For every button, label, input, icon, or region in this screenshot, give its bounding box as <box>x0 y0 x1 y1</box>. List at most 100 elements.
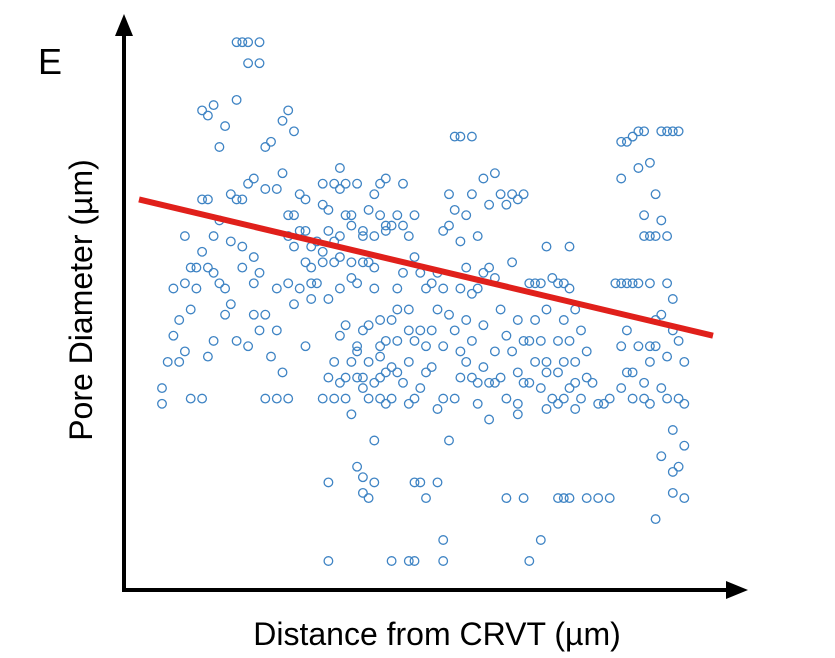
data-point <box>581 372 592 383</box>
data-point <box>472 398 483 409</box>
data-point <box>644 278 655 289</box>
data-point <box>438 341 449 352</box>
data-point <box>375 178 386 189</box>
data-point <box>369 262 380 273</box>
data-point <box>444 435 454 446</box>
data-point <box>484 199 495 210</box>
data-point <box>535 535 546 545</box>
data-point <box>208 335 219 346</box>
data-point <box>357 231 368 242</box>
data-point <box>409 252 420 263</box>
data-point <box>604 493 615 504</box>
data-point <box>300 341 311 352</box>
data-point <box>386 556 397 566</box>
data-point <box>662 126 673 137</box>
data-point <box>593 493 604 504</box>
data-point <box>466 189 477 200</box>
data-point <box>340 393 351 404</box>
data-point <box>157 398 167 409</box>
data-point <box>283 210 294 221</box>
data-point <box>392 304 403 315</box>
data-point <box>346 356 357 367</box>
data-point <box>644 398 655 409</box>
data-point <box>386 315 397 325</box>
data-point <box>639 126 650 137</box>
data-point <box>512 398 523 409</box>
data-point <box>627 367 638 378</box>
data-points <box>157 37 690 566</box>
data-point <box>185 262 196 273</box>
x-axis-arrow <box>726 581 748 599</box>
data-point <box>547 393 558 404</box>
data-point <box>627 278 638 289</box>
data-point <box>375 341 386 352</box>
data-point <box>352 178 363 189</box>
data-point <box>627 393 638 404</box>
data-point <box>363 257 374 268</box>
data-point <box>231 37 242 48</box>
data-point <box>380 398 391 409</box>
data-point <box>501 330 512 341</box>
data-point <box>466 335 477 346</box>
data-point <box>495 189 506 200</box>
data-point <box>352 372 363 383</box>
data-point <box>317 257 328 268</box>
data-point <box>466 131 477 142</box>
data-point <box>392 210 403 221</box>
data-point <box>380 173 391 184</box>
data-point <box>667 487 678 498</box>
data-point <box>334 184 345 194</box>
data-point <box>518 377 529 388</box>
data-point <box>340 320 351 331</box>
data-point <box>375 393 386 404</box>
data-point <box>633 341 644 352</box>
data-point <box>231 94 242 105</box>
data-point <box>426 325 437 336</box>
data-point <box>243 341 254 352</box>
data-point <box>271 184 282 194</box>
data-point <box>174 315 185 325</box>
data-point <box>449 325 460 336</box>
data-point <box>478 173 489 184</box>
data-point <box>541 367 552 378</box>
data-point <box>570 356 581 367</box>
data-point <box>524 335 535 346</box>
data-point <box>489 168 500 179</box>
data-point <box>271 283 282 294</box>
data-point <box>656 126 667 137</box>
data-point <box>392 283 403 294</box>
data-point <box>564 335 575 346</box>
data-point <box>271 325 282 336</box>
data-point <box>564 283 575 294</box>
data-point <box>334 231 345 242</box>
data-point <box>650 514 661 525</box>
data-point <box>403 231 414 242</box>
data-point <box>484 377 495 388</box>
data-point <box>518 189 529 200</box>
data-point <box>208 231 219 242</box>
data-point <box>231 194 242 205</box>
data-point <box>501 493 512 504</box>
data-point <box>231 335 242 346</box>
data-point <box>363 393 374 404</box>
data-point <box>237 37 248 48</box>
data-point <box>472 231 483 242</box>
data-point <box>461 356 472 367</box>
data-point <box>455 372 466 383</box>
data-point <box>197 246 208 257</box>
data-point <box>283 278 294 289</box>
data-point <box>438 283 449 294</box>
data-point <box>386 393 397 404</box>
data-point <box>248 173 259 184</box>
x-axis <box>122 581 748 599</box>
data-point <box>484 262 495 273</box>
data-point <box>237 194 248 205</box>
data-point <box>662 231 673 242</box>
data-point <box>357 225 368 236</box>
data-point <box>254 37 265 48</box>
data-point <box>403 356 414 367</box>
data-point <box>357 325 368 336</box>
data-point <box>444 189 454 200</box>
data-point <box>214 142 225 152</box>
